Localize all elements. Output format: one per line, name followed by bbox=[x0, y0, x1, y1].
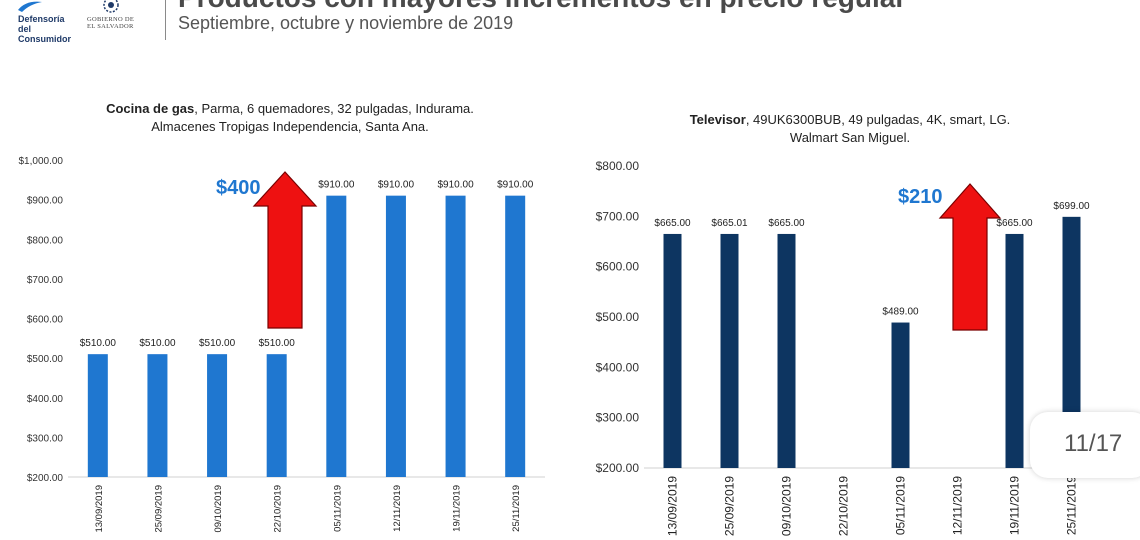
header-divider bbox=[165, 0, 166, 40]
chart-2-y-tick-label: $300.00 bbox=[596, 411, 640, 425]
chart-2-data-label: $665.00 bbox=[996, 218, 1033, 229]
chart-1-y-tick-label: $800.00 bbox=[27, 235, 64, 246]
chart-1-cocina-de-gas: $200.00 $300.00 $400.00 $500.00 $600.00 $700.… bbox=[19, 156, 545, 533]
chart-1-data-label: $510.00 bbox=[80, 338, 117, 349]
chart-1-y-tick-label: $900.00 bbox=[27, 196, 64, 207]
defensoria-logo: Defensoría del Consumidor bbox=[8, 0, 71, 44]
chart-2-x-tick-label: 12/11/2019 bbox=[951, 476, 965, 535]
chart-2-increase-arrow bbox=[938, 183, 1002, 331]
chart-2-x-tick-label: 09/10/2019 bbox=[780, 476, 794, 536]
chart-1-x-tick-label: 05/11/2019 bbox=[332, 485, 343, 532]
chart-1-data-label: $910.00 bbox=[437, 180, 474, 191]
slide-title: Productos con mayores incrementos en pre… bbox=[178, 0, 906, 14]
chart-1-data-label: $510.00 bbox=[199, 338, 236, 349]
chart-2-data-label: $699.00 bbox=[1053, 201, 1090, 212]
chart-2-y-tick-label: $600.00 bbox=[596, 260, 640, 274]
chart-1-bar bbox=[207, 354, 228, 477]
chart-1-data-label: $510.00 bbox=[259, 338, 296, 349]
chart-2-title: Televisor, 49UK6300BUB, 49 pulgadas, 4K,… bbox=[600, 111, 1100, 147]
chart-1-title-bold: Cocina de gas bbox=[106, 101, 195, 116]
chart-1-bar bbox=[505, 195, 526, 477]
chart-2-bar bbox=[663, 233, 682, 468]
chart-2-y-tick-label: $400.00 bbox=[596, 360, 640, 374]
chart-2-data-label: $489.00 bbox=[882, 307, 919, 318]
chart-1-bar bbox=[87, 354, 108, 477]
chart-1-increase-arrow bbox=[252, 171, 318, 329]
chart-2-title-rest: , 49UK6300BUB, 49 pulgadas, 4K, smart, L… bbox=[745, 112, 1011, 127]
chart-1-data-label: $510.00 bbox=[139, 338, 176, 349]
chart-1-y-tick-label: $300.00 bbox=[27, 433, 64, 444]
logo-line-1: Defensoría bbox=[18, 14, 65, 24]
chart-2-x-tick-label: 25/09/2019 bbox=[723, 476, 737, 536]
gov-line-1: GOBIERNO DE bbox=[87, 16, 135, 23]
chart-1-data-label: $910.00 bbox=[318, 180, 355, 191]
chart-2-x-tick-label: 25/11/2019 bbox=[1065, 476, 1079, 535]
chart-1-y-tick-label: $500.00 bbox=[27, 354, 64, 365]
chart-2-bar bbox=[777, 233, 796, 468]
chart-1-increase-annotation: $400 bbox=[216, 177, 261, 199]
chart-1-bar bbox=[147, 354, 168, 477]
chart-1-x-tick-label: 12/11/2019 bbox=[392, 485, 403, 532]
chart-2-data-label: $665.00 bbox=[654, 218, 691, 229]
chart-1-x-tick-label: 25/11/2019 bbox=[511, 485, 522, 532]
chart-1-y-tick-label: $700.00 bbox=[27, 275, 64, 286]
chart-1-data-label: $910.00 bbox=[497, 180, 534, 191]
page-indicator-label: 11/17 bbox=[1064, 430, 1123, 457]
chart-1-y-tick-label: $1,000.00 bbox=[19, 156, 64, 167]
chart-1-title-line2: Almacenes Tropigas Independencia, Santa … bbox=[151, 119, 429, 134]
chart-2-y-tick-label: $200.00 bbox=[596, 461, 640, 475]
chart-2-title-bold: Televisor bbox=[689, 112, 746, 127]
chart-1-bar bbox=[385, 195, 406, 477]
chart-2-x-tick-label: 22/10/2019 bbox=[837, 476, 851, 536]
chart-2-bar bbox=[1005, 233, 1024, 468]
gov-line-2: EL SALVADOR bbox=[87, 23, 134, 30]
chart-2-y-tick-label: $700.00 bbox=[596, 209, 640, 223]
chart-2-y-tick-label: $800.00 bbox=[596, 159, 640, 173]
chart-1-y-tick-label: $400.00 bbox=[27, 394, 64, 405]
chart-2-bar bbox=[891, 322, 910, 468]
chart-1-title: Cocina de gas, Parma, 6 quemadores, 32 p… bbox=[40, 100, 540, 136]
chart-1-data-label: $910.00 bbox=[378, 180, 415, 191]
logo-swoosh-icon bbox=[18, 1, 42, 12]
chart-1-title-rest: , Parma, 6 quemadores, 32 pulgadas, Indu… bbox=[194, 101, 474, 116]
chart-2-bar bbox=[1062, 216, 1081, 468]
chart-2-bar bbox=[720, 233, 739, 468]
chart-2-title-line2: Walmart San Miguel. bbox=[789, 130, 911, 145]
chart-2-x-tick-label: 05/11/2019 bbox=[894, 476, 908, 535]
chart-1-x-tick-label: 19/11/2019 bbox=[452, 485, 463, 532]
chart-1-x-tick-label: 09/10/2019 bbox=[213, 485, 224, 533]
chart-2-increase-annotation: $210 bbox=[898, 186, 943, 208]
chart-1-x-tick-label: 22/10/2019 bbox=[273, 485, 284, 533]
government-seal-icon bbox=[103, 0, 119, 13]
slide-header: Defensoría del Consumidor GOBIERNO DE EL… bbox=[0, 0, 1140, 48]
chart-2-x-tick-label: 13/09/2019 bbox=[666, 476, 680, 536]
chart-2-televisor: $200.00 $300.00 $400.00 $500.00 $600.00 $700.… bbox=[596, 159, 1100, 536]
chart-2-y-tick-label: $500.00 bbox=[596, 310, 640, 324]
chart-2-data-label: $665.00 bbox=[768, 218, 805, 229]
chart-2-data-label: $665.01 bbox=[711, 218, 748, 229]
page-indicator[interactable]: 11/17 bbox=[1030, 412, 1140, 478]
chart-1-x-tick-label: 13/09/2019 bbox=[94, 485, 105, 533]
chart-1-y-tick-label: $200.00 bbox=[27, 473, 64, 484]
chart-1-bar bbox=[266, 354, 287, 477]
chart-1-y-tick-label: $600.00 bbox=[27, 315, 64, 326]
slide-subtitle: Septiembre, octubre y noviembre de 2019 bbox=[178, 13, 514, 33]
chart-1-bar bbox=[326, 195, 347, 477]
chart-1-x-tick-label: 25/09/2019 bbox=[153, 485, 164, 533]
chart-2-x-tick-label: 19/11/2019 bbox=[1008, 476, 1022, 535]
chart-1-bar bbox=[445, 195, 466, 477]
logo-line-2: del Consumidor bbox=[18, 24, 71, 44]
